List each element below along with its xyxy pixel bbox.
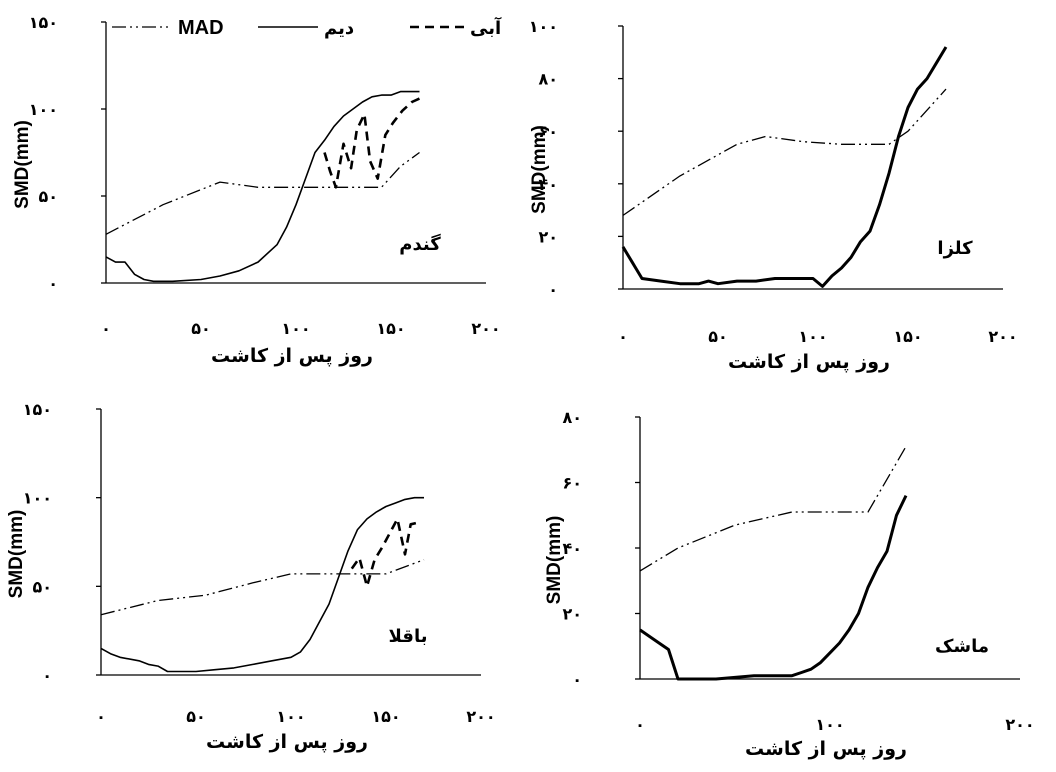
y-tick-label: ۱۰۰ <box>23 489 52 508</box>
series-line-dryland <box>621 46 948 288</box>
y-tick-label: ۶۰ <box>562 474 582 493</box>
x-axis-title: روز پس از کاشت <box>728 351 890 373</box>
y-tick-label: ۱۰۰ <box>529 17 558 36</box>
y-tick-label: ۶۰ <box>538 122 558 141</box>
legend-label-irrigated: آبی <box>470 16 502 39</box>
legend: MAD دیم آبی <box>112 16 502 39</box>
chart-panel-3: ۰ ۵۰ ۱۰۰ ۱۵۰ ۰ ۵۰ ۱۰۰ ۱۵۰ ۲۰۰ SMD(mm) روز پس از کا… <box>6 400 496 753</box>
series-line-mad <box>639 446 907 572</box>
y-tick-label: ۲۰ <box>538 227 558 246</box>
x-tick-label: ۵۰ <box>708 327 728 346</box>
y-tick-label: ۵۰ <box>38 187 58 206</box>
crop-label: کلزا <box>937 238 973 259</box>
y-tick-label: ۰ <box>572 670 582 689</box>
y-tick-label: ۰ <box>548 280 558 299</box>
y-tick-label: ۲۰ <box>562 605 582 624</box>
x-tick-label: ۲۰۰ <box>471 319 500 338</box>
x-tick-label: ۲۰۰ <box>988 327 1017 346</box>
x-tick-label: ۱۰۰ <box>798 327 827 346</box>
x-tick-label: ۰ <box>635 715 645 734</box>
x-axis-title: روز پس از کاشت <box>745 738 907 760</box>
crop-label: گندم <box>399 233 441 255</box>
legend-label-dryland: دیم <box>324 18 354 39</box>
series-line-irrigated <box>323 97 421 189</box>
y-tick-label: ۰ <box>42 666 52 685</box>
y-tick-label: ۱۰۰ <box>29 100 58 119</box>
y-tick-label: ۰ <box>48 274 58 293</box>
x-tick-label: ۱۰۰ <box>276 707 305 726</box>
y-axis-title: SMD(mm) <box>6 510 27 599</box>
x-tick-label: ۱۰۰ <box>815 715 844 734</box>
y-tick-label: ۴۰ <box>562 539 582 558</box>
series-line-dryland <box>639 494 908 681</box>
legend-label-mad: MAD <box>178 17 224 39</box>
chart-panel-1: ۰ ۵۰ ۱۰۰ ۱۵۰ ۰ ۵۰ ۱۰۰ ۱۵۰ ۲۰۰ SMD(mm) روز پس از کا… <box>12 13 501 367</box>
y-axis-title: SMD(mm) <box>12 120 33 209</box>
y-axis-title: SMD(mm) <box>529 125 550 214</box>
y-tick-label: ۸۰ <box>562 408 582 427</box>
x-tick-label: ۵۰ <box>186 707 206 726</box>
y-tick-label: ۱۵۰ <box>29 13 58 32</box>
y-tick-label: ۱۵۰ <box>23 400 52 419</box>
series-line-mad <box>100 559 425 616</box>
x-tick-label: ۰ <box>101 319 111 338</box>
crop-label: ماشک <box>935 636 989 657</box>
x-axis-title: روز پس از کاشت <box>211 345 373 367</box>
x-tick-label: ۱۵۰ <box>371 707 400 726</box>
x-tick-label: ۲۰۰ <box>1005 715 1034 734</box>
y-tick-label: ۵۰ <box>32 577 52 596</box>
chart-panel-4: ۰ ۲۰ ۴۰ ۶۰ ۸۰ ۰ ۱۰۰ ۲۰۰ SMD(mm) روز پس از کاشت ماش… <box>544 408 1035 760</box>
series-line-irrigated <box>350 517 419 588</box>
x-tick-label: ۱۵۰ <box>893 327 922 346</box>
chart-panel-2: ۰ ۲۰ ۴۰ ۶۰ ۸۰ ۱۰۰ ۰ ۵۰ ۱۰۰ ۱۵۰ ۲۰۰ SMD(mm) روز پس از… <box>529 17 1018 373</box>
x-tick-label: ۱۰۰ <box>281 319 310 338</box>
series-line-dryland <box>105 90 420 283</box>
y-tick-label: ۴۰ <box>538 175 558 194</box>
x-tick-label: ۵۰ <box>191 319 211 338</box>
x-tick-label: ۱۵۰ <box>376 319 405 338</box>
x-tick-label: ۰ <box>96 707 106 726</box>
y-axis-title: SMD(mm) <box>544 516 565 605</box>
crop-label: باقلا <box>389 626 428 647</box>
series-line-mad <box>105 151 420 235</box>
series-line-dryland <box>100 496 424 673</box>
x-tick-label: ۰ <box>618 327 628 346</box>
x-axis-title: روز پس از کاشت <box>206 731 368 753</box>
x-tick-label: ۲۰۰ <box>466 707 495 726</box>
y-tick-label: ۸۰ <box>538 70 558 89</box>
series-line-mad <box>622 88 947 216</box>
